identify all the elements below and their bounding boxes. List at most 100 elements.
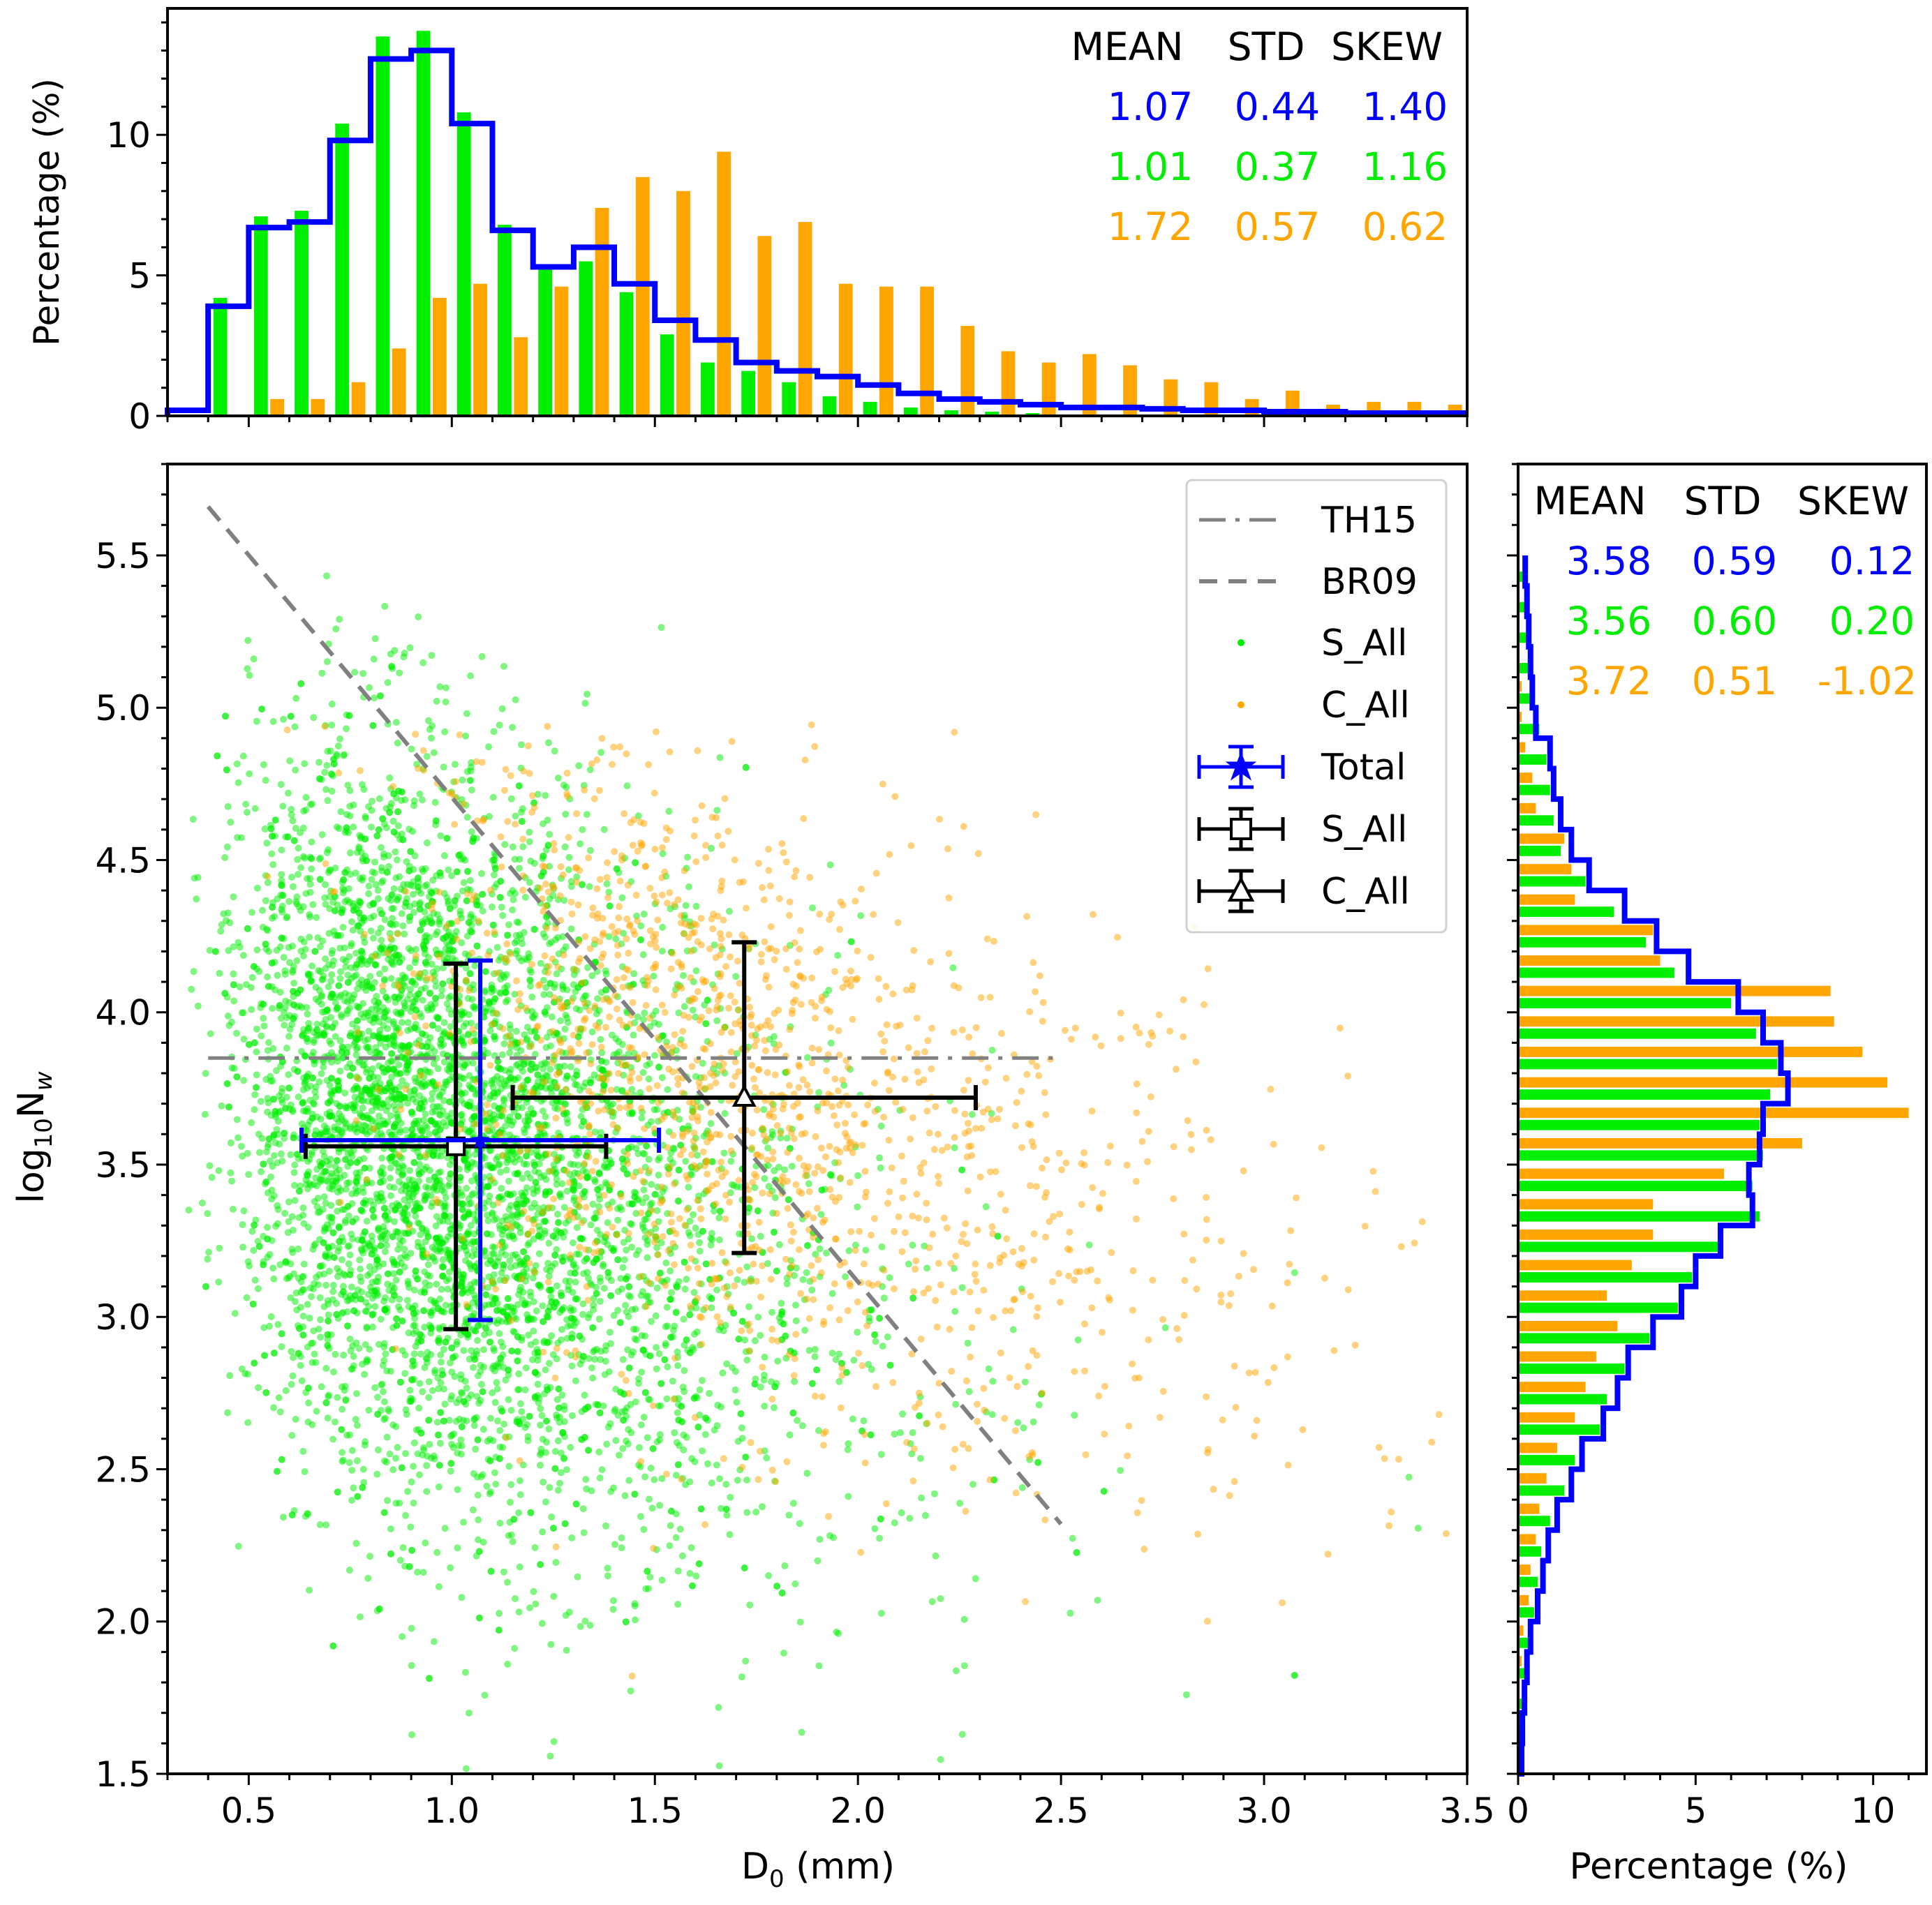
s-all-point [339,1449,346,1456]
s-all-point [426,1440,433,1448]
s-all-point [401,1370,409,1377]
s-all-point [588,1028,596,1036]
s-all-point [385,1096,392,1103]
s-all-point [612,1437,620,1444]
s-all-point [969,1481,976,1488]
s-all-point [628,1243,636,1251]
s-all-point [233,1029,240,1037]
s-all-point [416,1471,423,1479]
s-all-point [410,802,417,809]
s-all-point [521,893,529,901]
s-all-point [384,679,392,687]
s-all-point [261,826,269,832]
s-all-point [533,1183,541,1191]
s-all-point [320,1193,328,1201]
s-all-point [205,1248,212,1256]
s-all-point [849,1415,856,1423]
s-all-point [463,1184,470,1192]
s-all-point [514,1254,521,1262]
s-all-point [526,1604,533,1612]
s-all-point [362,1009,369,1017]
top-s-all-bar [903,407,918,416]
s-all-point [634,1247,642,1255]
s-all-point [250,655,258,663]
s-all-point [1074,1336,1082,1344]
s-all-point [718,1403,725,1411]
s-all-point [433,1548,441,1556]
s-all-point [507,1202,514,1209]
s-all-point [1018,1484,1026,1491]
s-all-point [438,1359,445,1366]
s-all-point [593,1010,600,1017]
s-all-point [898,1509,905,1516]
top-s-all-bar [1025,412,1040,416]
s-all-point [860,1417,868,1425]
s-all-point [665,807,673,815]
s-all-point [580,1529,588,1537]
s-all-point [316,1294,324,1301]
s-all-point [630,1325,637,1333]
s-all-point [625,1477,633,1484]
s-all-point [448,1392,456,1400]
s-all-point [854,1172,862,1179]
s-all-point [388,1282,396,1290]
s-all-point [486,1193,493,1200]
s-all-point [384,1497,391,1504]
s-all-point [852,1241,859,1249]
s-all-point [281,1209,289,1217]
s-all-point [721,1110,729,1117]
s-all-point [591,1178,599,1186]
s-all-point [416,1380,424,1387]
s-all-point [447,1023,454,1031]
s-all-point [788,1163,796,1170]
s-all-point [540,1479,547,1486]
s-all-point [475,1536,482,1544]
s-all-point [616,1451,623,1459]
s-all-point [537,1405,544,1412]
s-all-point [733,1398,741,1406]
s-all-point [715,1703,722,1711]
s-all-point [445,1182,452,1190]
s-all-point [264,1253,272,1261]
s-all-point [328,950,336,957]
s-all-point [490,728,498,735]
s-all-point [460,1518,467,1526]
s-all-point [619,1444,627,1452]
s-all-point [761,1353,768,1361]
s-all-point [441,728,449,735]
s-all-point [771,1167,778,1174]
s-all-point [380,1357,388,1364]
s-all-point [370,655,378,663]
s-all-point [467,672,475,680]
s-all-point [798,1728,805,1736]
s-all-point [381,602,389,610]
s-all-point [574,1573,581,1581]
s-all-point [909,1429,916,1437]
s-all-point [264,879,272,886]
s-all-point [662,1340,669,1347]
s-all-point [283,1045,290,1052]
s-all-point [696,1239,704,1246]
s-all-point [805,1180,812,1188]
s-all-point [386,1450,394,1458]
s-all-point [350,801,357,809]
s-all-point [854,1203,861,1211]
s-all-point [447,1467,454,1475]
s-all-point [269,1264,277,1272]
s-all-point [339,1458,346,1465]
s-all-point [463,814,471,821]
s-all-point [658,1576,666,1584]
s-all-point [396,669,403,677]
s-all-point [554,1437,562,1444]
s-all-point [500,1568,507,1576]
s-all-point [958,1731,966,1738]
s-all-point [468,1287,475,1294]
s-all-point [597,1129,604,1136]
s-all-point [339,955,347,963]
s-all-point [671,1429,678,1437]
s-all-point [1021,1378,1029,1386]
s-all-point [548,1013,556,1021]
s-all-point [686,1232,694,1239]
s-all-point [460,879,468,886]
s-all-point [365,1406,373,1414]
